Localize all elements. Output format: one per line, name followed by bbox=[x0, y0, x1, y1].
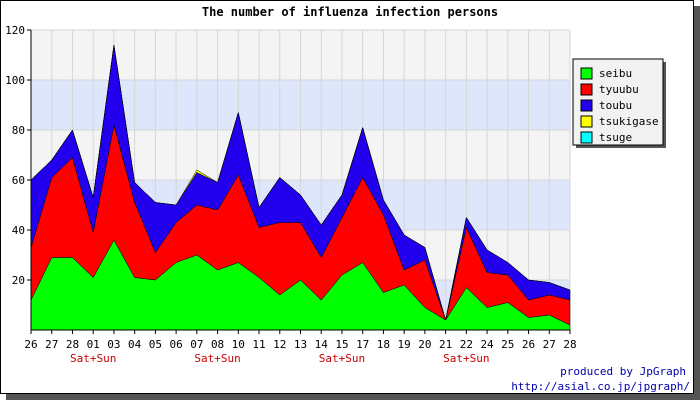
legend-swatch-tsuge bbox=[580, 131, 593, 144]
chart-title: The number of influenza infection person… bbox=[202, 5, 498, 19]
x-tick-label: 26 bbox=[24, 338, 37, 351]
y-tick-labels: 20 40 60 80 100 120 bbox=[5, 24, 25, 287]
y-tick-label: 120 bbox=[5, 24, 25, 37]
x-tick-label: 04 bbox=[128, 338, 142, 351]
weekend-label: Sat+Sun bbox=[70, 352, 116, 365]
legend-label-tsuge: tsuge bbox=[599, 131, 632, 144]
weekend-label: Sat+Sun bbox=[443, 352, 489, 365]
x-tick-label: 11 bbox=[252, 338, 265, 351]
x-tick-label: 12 bbox=[273, 338, 286, 351]
x-tick-label: 17 bbox=[356, 338, 369, 351]
weekend-label: Sat+Sun bbox=[319, 352, 365, 365]
x-tick-label: 05 bbox=[149, 338, 162, 351]
x-tick-label: 19 bbox=[398, 338, 411, 351]
y-tick-label: 60 bbox=[12, 174, 25, 187]
area-series bbox=[30, 44, 571, 331]
x-tick-label: 27 bbox=[543, 338, 556, 351]
credit-line-1: produced by JpGraph bbox=[560, 365, 686, 378]
x-tick-label: 24 bbox=[480, 338, 494, 351]
x-tick-label: 15 bbox=[335, 338, 348, 351]
x-tick-label: 01 bbox=[87, 338, 100, 351]
axes bbox=[27, 29, 571, 334]
x-tick-label: 21 bbox=[439, 338, 452, 351]
legend-label-tsukigase: tsukigase bbox=[599, 115, 659, 128]
x-tick-label: 07 bbox=[190, 338, 203, 351]
x-tick-label: 20 bbox=[418, 338, 431, 351]
x-tick-label: 03 bbox=[107, 338, 120, 351]
x-tick-label: 08 bbox=[211, 338, 224, 351]
weekend-label: Sat+Sun bbox=[194, 352, 240, 365]
legend-swatch-tyuubu bbox=[580, 83, 593, 96]
x-tick-label: 25 bbox=[501, 338, 514, 351]
legend: seibu tyuubu toubu tsukigase tsuge bbox=[572, 58, 666, 148]
x-tick-label: 22 bbox=[460, 338, 473, 351]
x-tick-label: 18 bbox=[377, 338, 390, 351]
y-tick-label: 20 bbox=[12, 274, 25, 287]
x-tick-label: 27 bbox=[45, 338, 58, 351]
x-tick-label: 28 bbox=[563, 338, 576, 351]
x-tick-labels: 26 27 28 01 03 04 05 06 07 08 10 11 12 13 14 15 17 18 19 20… bbox=[24, 338, 576, 351]
legend-swatch-tsukigase bbox=[580, 115, 593, 128]
legend-label-tyuubu: tyuubu bbox=[599, 83, 639, 96]
y-tick-label: 100 bbox=[5, 74, 25, 87]
y-tick-label: 40 bbox=[12, 224, 25, 237]
x-tick-label: 14 bbox=[315, 338, 329, 351]
weekend-labels: Sat+Sun Sat+Sun Sat+Sun Sat+Sun bbox=[70, 352, 490, 365]
legend-label-seibu: seibu bbox=[599, 67, 632, 80]
legend-swatch-seibu bbox=[580, 67, 593, 80]
credit-url[interactable]: http://asial.co.jp/jpgraph/ bbox=[511, 380, 690, 393]
x-tick-label: 06 bbox=[169, 338, 182, 351]
x-tick-label: 10 bbox=[232, 338, 245, 351]
x-tick-label: 28 bbox=[66, 338, 79, 351]
x-tick-label: 13 bbox=[294, 338, 307, 351]
x-tick-label: 26 bbox=[522, 338, 535, 351]
y-tick-label: 80 bbox=[12, 124, 25, 137]
legend-label-toubu: toubu bbox=[599, 99, 632, 112]
legend-swatch-toubu bbox=[580, 99, 593, 112]
